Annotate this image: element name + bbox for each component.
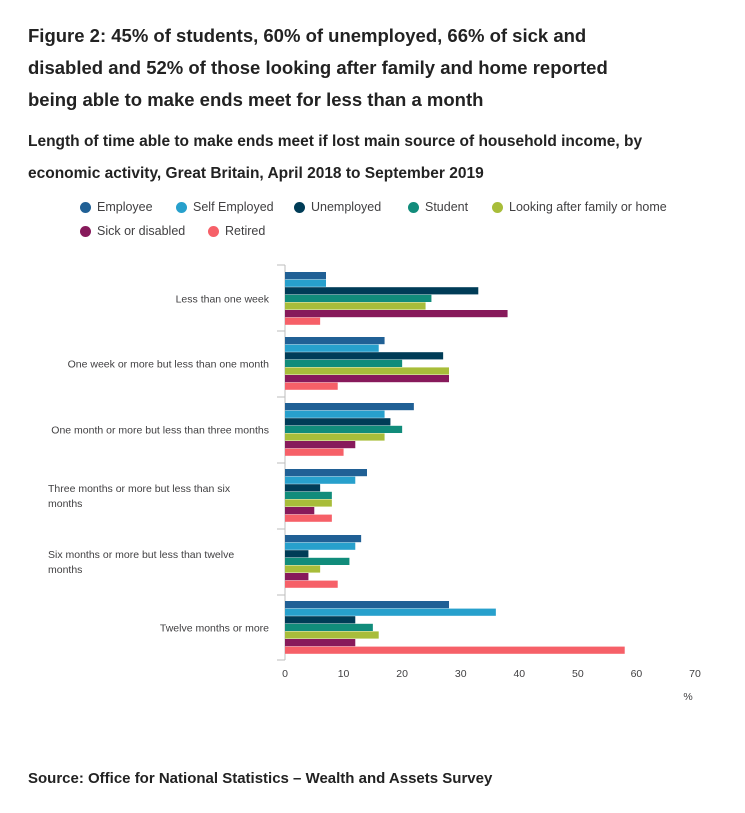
bar-employee-six-months-or-more-but-less-than-twelve-months[interactable] [285, 535, 362, 543]
bar-retired-three-months-or-more-but-less-than-six-months[interactable] [285, 514, 332, 522]
legend-item-student[interactable]: Student [408, 200, 468, 214]
x-tick-label: 50 [572, 668, 584, 680]
x-tick-label: 70 [689, 668, 701, 680]
bar-looking-after-family-or-home-twelve-months-or-more[interactable] [285, 631, 379, 639]
legend-item-looking-after-family[interactable]: Looking after family or home [492, 200, 667, 214]
x-tick-label: 40 [513, 668, 525, 680]
bar-looking-after-family-or-home-six-months-or-more-but-less-than-twelve-months[interactable] [285, 565, 321, 573]
legend-label-looking-after-family: Looking after family or home [509, 200, 667, 214]
legend-item-employee[interactable]: Employee [80, 200, 153, 214]
bar-employee-less-than-one-week[interactable] [285, 272, 326, 280]
bar-unemployed-twelve-months-or-more[interactable] [285, 616, 356, 624]
legend-swatch-self-employed [176, 201, 187, 213]
bar-sick-or-disabled-three-months-or-more-but-less-than-six-months[interactable] [285, 507, 315, 515]
bar-sick-or-disabled-one-week-or-more-but-less-than-one-month[interactable] [285, 375, 449, 383]
legend-label-unemployed: Unemployed [311, 200, 382, 214]
chart-title: Figure 2: 45% of students, 60% of unempl… [28, 25, 608, 110]
bar-sick-or-disabled-twelve-months-or-more[interactable] [285, 639, 356, 647]
legend-label-retired: Retired [225, 224, 266, 238]
legend-swatch-looking-after-family [492, 201, 503, 213]
legend-item-sick-or-disabled[interactable]: Sick or disabled [80, 224, 185, 238]
bar-student-one-month-or-more-but-less-than-three-months[interactable] [285, 425, 403, 433]
bar-unemployed-less-than-one-week[interactable] [285, 287, 479, 295]
legend-swatch-employee [80, 201, 91, 213]
bar-looking-after-family-or-home-one-month-or-more-but-less-than-three-months[interactable] [285, 433, 385, 441]
bar-retired-less-than-one-week[interactable] [285, 317, 321, 325]
bar-retired-twelve-months-or-more[interactable] [285, 646, 625, 654]
x-tick-label: 60 [631, 668, 643, 680]
category-label-less-than-one-week: Less than one week [176, 294, 270, 306]
bar-self-employed-one-month-or-more-but-less-than-three-months[interactable] [285, 410, 385, 418]
bar-unemployed-one-month-or-more-but-less-than-three-months[interactable] [285, 418, 391, 426]
bar-sick-or-disabled-less-than-one-week[interactable] [285, 310, 508, 318]
bar-looking-after-family-or-home-less-than-one-week[interactable] [285, 302, 426, 310]
legend-item-self-employed[interactable]: Self Employed [176, 200, 274, 214]
x-tick-label: 0 [282, 668, 288, 680]
chart-subtitle: Length of time able to make ends meet if… [28, 133, 643, 182]
bar-retired-six-months-or-more-but-less-than-twelve-months[interactable] [285, 580, 338, 588]
bar-student-three-months-or-more-but-less-than-six-months[interactable] [285, 491, 332, 499]
category-label-six-months-or-more-but-less-than-twelve-months: Six months or more but less than twelve m… [48, 549, 234, 576]
bar-sick-or-disabled-one-month-or-more-but-less-than-three-months[interactable] [285, 441, 356, 449]
bar-unemployed-six-months-or-more-but-less-than-twelve-months[interactable] [285, 550, 309, 558]
legend-item-unemployed[interactable]: Unemployed [294, 200, 381, 214]
bar-employee-three-months-or-more-but-less-than-six-months[interactable] [285, 469, 367, 477]
bar-looking-after-family-or-home-one-week-or-more-but-less-than-one-month[interactable] [285, 367, 449, 375]
source-note: Source: Office for National Statistics –… [28, 770, 493, 787]
bar-student-twelve-months-or-more[interactable] [285, 623, 373, 631]
bar-chart: Less than one week One week or more but l… [48, 264, 701, 703]
legend-label-self-employed: Self Employed [193, 200, 274, 214]
bar-unemployed-one-week-or-more-but-less-than-one-month[interactable] [285, 352, 444, 360]
bar-unemployed-three-months-or-more-but-less-than-six-months[interactable] [285, 484, 321, 492]
x-tick-label: 10 [338, 668, 350, 680]
bar-student-six-months-or-more-but-less-than-twelve-months[interactable] [285, 557, 350, 565]
bar-self-employed-less-than-one-week[interactable] [285, 279, 326, 287]
bar-looking-after-family-or-home-three-months-or-more-but-less-than-six-months[interactable] [285, 499, 332, 507]
category-label-one-week-or-more-but-less-than-one-month: One week or more but less than one month [68, 359, 270, 371]
legend-swatch-sick-or-disabled [80, 225, 91, 237]
category-label-one-month-or-more-but-less-than-three-months: One month or more but less than three mo… [51, 425, 269, 437]
legend-swatch-unemployed [294, 201, 305, 213]
x-tick-label: 20 [396, 668, 408, 680]
bar-student-less-than-one-week[interactable] [285, 294, 432, 302]
bar-employee-twelve-months-or-more[interactable] [285, 601, 449, 609]
category-label-twelve-months-or-more: Twelve months or more [160, 623, 269, 635]
legend-item-retired[interactable]: Retired [208, 224, 265, 238]
legend-swatch-student [408, 201, 419, 213]
bar-self-employed-three-months-or-more-but-less-than-six-months[interactable] [285, 476, 356, 484]
bar-retired-one-week-or-more-but-less-than-one-month[interactable] [285, 382, 338, 390]
bar-self-employed-six-months-or-more-but-less-than-twelve-months[interactable] [285, 542, 356, 550]
legend-swatch-retired [208, 225, 219, 237]
x-tick-label: 30 [455, 668, 467, 680]
bar-self-employed-twelve-months-or-more[interactable] [285, 608, 496, 616]
legend-label-employee: Employee [97, 200, 153, 214]
bar-retired-one-month-or-more-but-less-than-three-months[interactable] [285, 448, 344, 456]
bar-employee-one-week-or-more-but-less-than-one-month[interactable] [285, 337, 385, 345]
bar-employee-one-month-or-more-but-less-than-three-months[interactable] [285, 403, 414, 411]
bar-sick-or-disabled-six-months-or-more-but-less-than-twelve-months[interactable] [285, 573, 309, 581]
category-label-three-months-or-more-but-less-than-six-months: Three months or more but less than six mo… [48, 483, 231, 510]
bar-student-one-week-or-more-but-less-than-one-month[interactable] [285, 359, 403, 367]
legend-label-sick-or-disabled: Sick or disabled [97, 224, 186, 238]
bar-self-employed-one-week-or-more-but-less-than-one-month[interactable] [285, 344, 379, 352]
legend-label-student: Student [425, 200, 469, 214]
x-axis-label: % [683, 691, 692, 703]
